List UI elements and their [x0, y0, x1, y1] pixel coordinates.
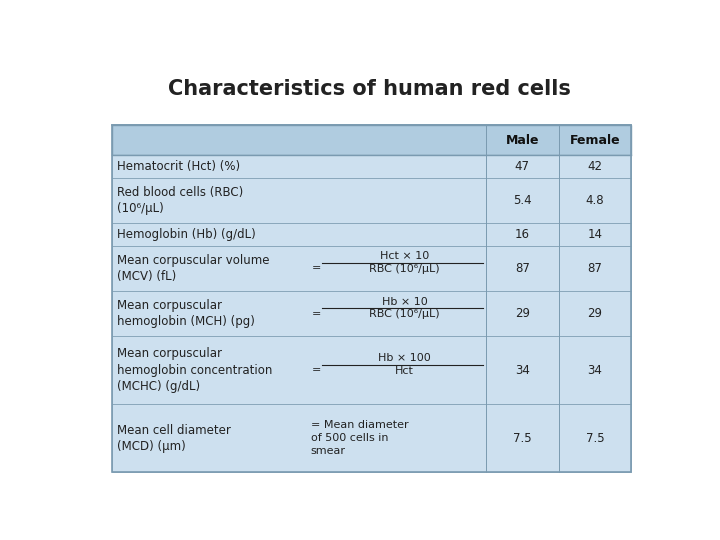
Text: Hb × 100: Hb × 100 — [378, 353, 431, 363]
Text: 34: 34 — [588, 364, 603, 377]
Text: 14: 14 — [588, 228, 603, 241]
Text: 29: 29 — [515, 307, 530, 320]
Text: =: = — [312, 309, 322, 319]
Text: Characteristics of human red cells: Characteristics of human red cells — [168, 79, 570, 99]
Bar — [112, 155, 631, 178]
Text: Male: Male — [505, 133, 539, 146]
Text: 7.5: 7.5 — [513, 432, 531, 445]
Text: 5.4: 5.4 — [513, 194, 531, 207]
Text: RBC (10⁶/μL): RBC (10⁶/μL) — [369, 309, 440, 320]
Text: 87: 87 — [588, 262, 603, 275]
Text: = Mean diameter
of 500 cells in
smear: = Mean diameter of 500 cells in smear — [310, 421, 408, 456]
Text: 16: 16 — [515, 228, 530, 241]
Text: 34: 34 — [515, 364, 530, 377]
Text: Female: Female — [570, 133, 620, 146]
Text: Hematocrit (Hct) (%): Hematocrit (Hct) (%) — [117, 160, 240, 173]
Text: Mean cell diameter
(MCD) (μm): Mean cell diameter (MCD) (μm) — [117, 423, 230, 453]
Text: 42: 42 — [588, 160, 603, 173]
Text: Hemoglobin (Hb) (g/dL): Hemoglobin (Hb) (g/dL) — [117, 228, 256, 241]
Text: 29: 29 — [588, 307, 603, 320]
Bar — [112, 223, 631, 246]
Text: Mean corpuscular
hemoglobin (MCH) (pg): Mean corpuscular hemoglobin (MCH) (pg) — [117, 299, 255, 328]
Text: =: = — [312, 264, 322, 273]
Text: Hb × 10: Hb × 10 — [382, 296, 428, 307]
Text: Hct: Hct — [395, 366, 414, 376]
Text: RBC (10⁶/μL): RBC (10⁶/μL) — [369, 264, 440, 274]
Bar — [112, 125, 631, 155]
Text: 7.5: 7.5 — [585, 432, 604, 445]
Text: =: = — [312, 365, 322, 375]
Text: Red blood cells (RBC)
(10⁶/μL): Red blood cells (RBC) (10⁶/μL) — [117, 186, 243, 215]
Text: 4.8: 4.8 — [585, 194, 604, 207]
Text: 87: 87 — [515, 262, 530, 275]
Text: Mean corpuscular
hemoglobin concentration
(MCHC) (g/dL): Mean corpuscular hemoglobin concentratio… — [117, 347, 272, 393]
Text: Hct × 10: Hct × 10 — [380, 251, 429, 261]
Text: 47: 47 — [515, 160, 530, 173]
Text: Mean corpuscular volume
(MCV) (fL): Mean corpuscular volume (MCV) (fL) — [117, 254, 269, 283]
